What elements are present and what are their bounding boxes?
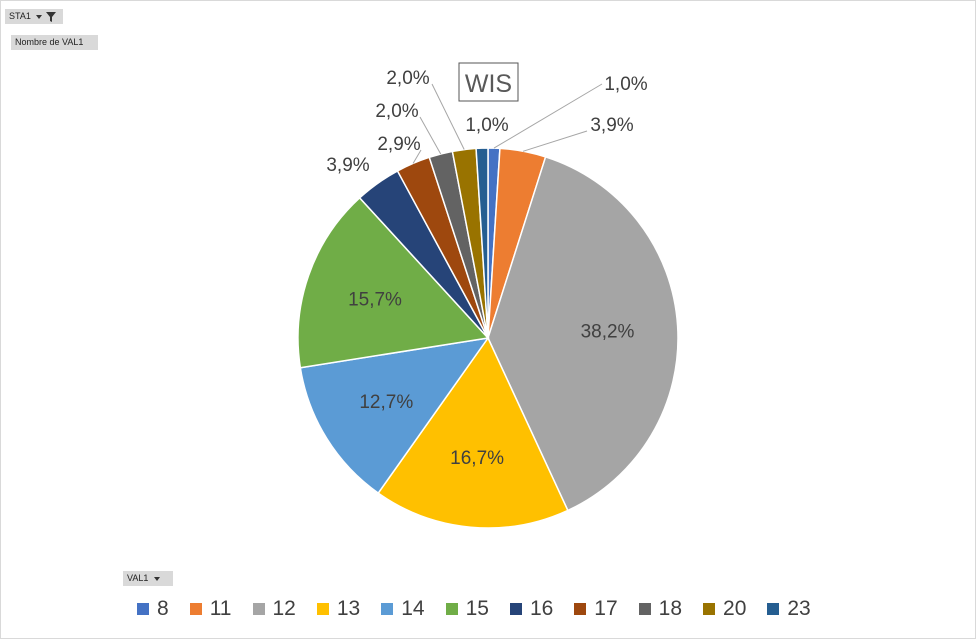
funnel-icon (45, 11, 56, 22)
pie-slice-23 (475, 147, 489, 339)
data-label-23: 1,0% (465, 115, 508, 136)
legend-label-11: 11 (209, 597, 232, 620)
data-label-13: 16,7% (450, 448, 504, 469)
legend-item-12: 12 (252, 597, 296, 621)
legend-item-15: 15 (445, 597, 489, 621)
chart-title-box: WIS (458, 62, 519, 102)
legend-item-11: 11 (189, 597, 232, 621)
filter-field-label: STA1 (9, 11, 31, 21)
data-label-15: 15,7% (348, 290, 402, 311)
dropdown-caret-icon (153, 576, 160, 581)
legend-item-18: 18 (638, 597, 683, 621)
leader-line-17 (412, 149, 422, 164)
legend-swatch-13 (316, 603, 329, 615)
dropdown-caret-icon (36, 14, 43, 19)
axis-field-button[interactable]: VAL1 (123, 571, 173, 586)
data-label-16: 3,9% (326, 155, 369, 176)
data-label-20: 2,0% (386, 68, 429, 89)
legend-label-23: 23 (787, 597, 811, 620)
chart-legend: 8 11 12 13 14 15 16 17 18 20 23 (137, 596, 832, 622)
values-field-label: Nombre de VAL1 (15, 37, 84, 47)
legend-item-17: 17 (574, 597, 618, 621)
leader-line-8 (493, 83, 603, 149)
pie-slice-15 (297, 196, 490, 369)
values-field-button[interactable]: Nombre de VAL1 (11, 35, 98, 50)
pie-slice-13 (377, 336, 569, 529)
legend-swatch-20 (703, 603, 716, 615)
data-label-17: 2,9% (377, 134, 420, 155)
legend-label-12: 12 (272, 597, 296, 620)
legend-label-13: 13 (336, 597, 361, 620)
filter-field-button[interactable]: STA1 (5, 9, 63, 24)
chart-title: WIS (465, 70, 512, 98)
data-label-18: 2,0% (375, 101, 418, 122)
data-label-12: 38,2% (581, 322, 635, 343)
legend-label-17: 17 (594, 597, 618, 620)
data-label-14: 12,7% (359, 392, 413, 413)
legend-swatch-18 (638, 603, 651, 615)
legend-swatch-11 (189, 603, 202, 615)
legend-item-20: 20 (703, 597, 746, 621)
leader-line-20 (431, 83, 465, 150)
legend-item-23: 23 (767, 597, 811, 621)
legend-item-14: 14 (381, 597, 425, 621)
legend-label-14: 14 (401, 597, 425, 620)
pie-slice-14 (299, 336, 490, 495)
legend-label-15: 15 (465, 597, 489, 620)
legend-swatch-16 (509, 603, 522, 615)
legend-label-16: 16 (529, 597, 554, 620)
legend-label-20: 20 (723, 597, 747, 620)
legend-item-8: 8 (137, 597, 169, 621)
leader-line-18 (419, 116, 442, 155)
legend-swatch-15 (445, 603, 458, 615)
legend-label-18: 18 (658, 597, 683, 620)
legend-swatch-8 (137, 603, 149, 615)
data-label-11: 3,9% (590, 115, 633, 136)
data-label-8: 1,0% (604, 74, 647, 95)
legend-item-16: 16 (509, 597, 554, 621)
legend-swatch-12 (252, 603, 265, 615)
legend-swatch-14 (381, 603, 394, 615)
pie-slice-12 (487, 155, 679, 512)
leader-line-11 (522, 130, 588, 152)
legend-swatch-23 (767, 603, 780, 615)
legend-swatch-17 (574, 603, 587, 615)
axis-field-label: VAL1 (127, 573, 149, 583)
legend-label-8: 8 (157, 597, 169, 620)
legend-item-13: 13 (316, 597, 361, 621)
